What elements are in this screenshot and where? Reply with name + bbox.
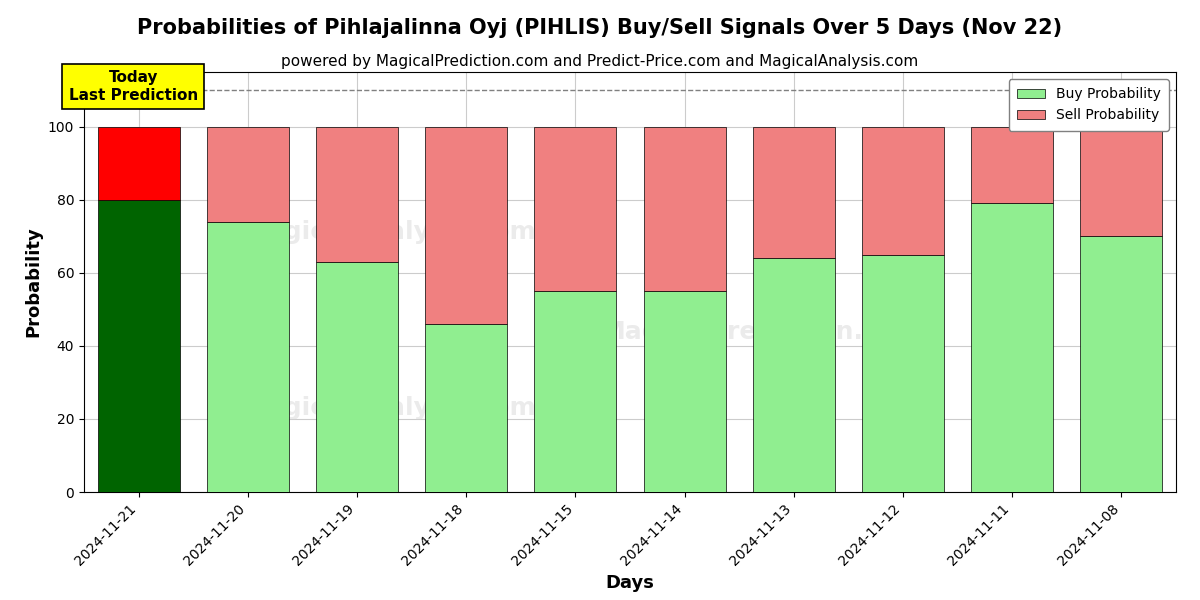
Bar [971, 203, 1054, 492]
Legend: Buy Probability, Sell Probability: Buy Probability, Sell Probability [1009, 79, 1169, 131]
Bar [1080, 127, 1163, 236]
X-axis label: Days: Days [606, 574, 654, 592]
Bar [752, 258, 835, 492]
Text: MagicalAnalysis.com: MagicalAnalysis.com [242, 220, 536, 244]
Text: Today
Last Prediction: Today Last Prediction [68, 70, 198, 103]
Bar [862, 254, 944, 492]
Bar [316, 262, 398, 492]
Text: powered by MagicalPrediction.com and Predict-Price.com and MagicalAnalysis.com: powered by MagicalPrediction.com and Pre… [281, 54, 919, 69]
Bar [752, 127, 835, 258]
Bar [643, 291, 726, 492]
Bar [97, 200, 180, 492]
Bar [862, 127, 944, 254]
Bar [206, 127, 289, 222]
Text: Probabilities of Pihlajalinna Oyj (PIHLIS) Buy/Sell Signals Over 5 Days (Nov 22): Probabilities of Pihlajalinna Oyj (PIHLI… [138, 18, 1062, 38]
Bar [1080, 236, 1163, 492]
Bar [534, 291, 617, 492]
Y-axis label: Probability: Probability [24, 227, 42, 337]
Text: MagicalAnalysis.com: MagicalAnalysis.com [242, 396, 536, 420]
Bar [643, 127, 726, 291]
Bar [425, 127, 508, 324]
Bar [97, 127, 180, 200]
Bar [206, 222, 289, 492]
Bar [534, 127, 617, 291]
Bar [316, 127, 398, 262]
Text: MagicalPrediction.com: MagicalPrediction.com [600, 320, 922, 344]
Bar [425, 324, 508, 492]
Bar [971, 127, 1054, 203]
